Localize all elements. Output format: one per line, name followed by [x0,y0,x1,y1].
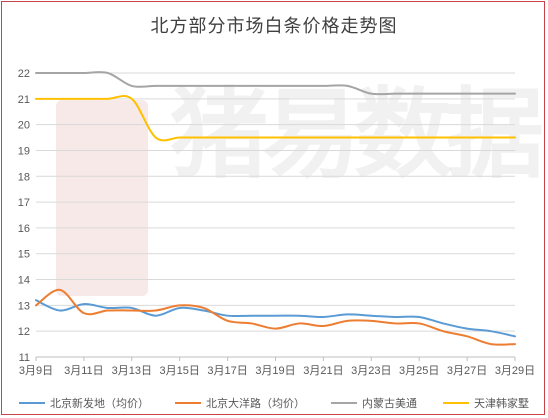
legend-item: 内蒙古美通 [331,395,417,411]
x-tick-label: 3月23日 [351,365,391,377]
y-tick-label: 18 [18,171,30,183]
legend-label: 内蒙古美通 [362,398,417,410]
x-axis: 3月9日 3月11日 3月13日 3月15日 3月17日 3月19日 3月21日 3月23日 3… [19,356,535,377]
y-tick-label: 15 [18,249,30,261]
legend-item: 北京新发地（均价） [19,395,149,411]
x-tick-label: 3月15日 [160,365,200,377]
y-tick-label: 13 [18,300,30,312]
x-tick-label: 3月13日 [112,365,152,377]
y-tick-label: 16 [18,223,30,235]
x-tick-label: 3月19日 [255,365,295,377]
legend-label: 北京大洋路（均价） [206,398,305,410]
legend-item: 天津韩家墅 [443,395,529,411]
y-axis: 11 12 13 14 15 16 17 18 19 20 21 22 [18,68,30,364]
gridlines [36,72,515,358]
x-tick-label: 3月11日 [64,365,104,377]
y-tick-label: 20 [18,120,30,132]
y-tick-label: 14 [18,275,30,287]
y-tick-label: 22 [18,68,30,80]
y-tick-label: 12 [18,326,30,338]
series-line-1 [35,299,516,338]
series-line-2 [35,288,516,346]
y-tick-label: 17 [18,197,30,209]
x-tick-label: 3月9日 [19,365,53,377]
y-tick-label: 11 [19,352,30,364]
legend-label: 天津韩家墅 [474,398,529,410]
x-tick-label: 3月25日 [399,365,439,377]
x-tick-label: 3月21日 [303,365,343,377]
legend: 北京新发地（均价） 北京大洋路（均价） 内蒙古美通 天津韩家墅 [0,394,548,412]
series-lines [35,71,516,346]
legend-swatch [175,402,201,404]
y-tick-label: 19 [18,145,30,157]
x-tick-label: 3月17日 [207,365,247,377]
legend-swatch [19,402,45,404]
legend-swatch [331,402,357,404]
x-tick-label: 3月27日 [447,365,487,377]
y-tick-label: 21 [18,94,30,106]
x-tick-label: 3月29日 [495,365,535,377]
legend-item: 北京大洋路（均价） [175,395,305,411]
series-line-4 [35,94,516,142]
series-line-3 [35,71,516,96]
chart-title: 北方部分市场白条价格走势图 [150,16,398,36]
legend-label: 北京新发地（均价） [50,398,149,410]
legend-swatch [443,402,469,404]
